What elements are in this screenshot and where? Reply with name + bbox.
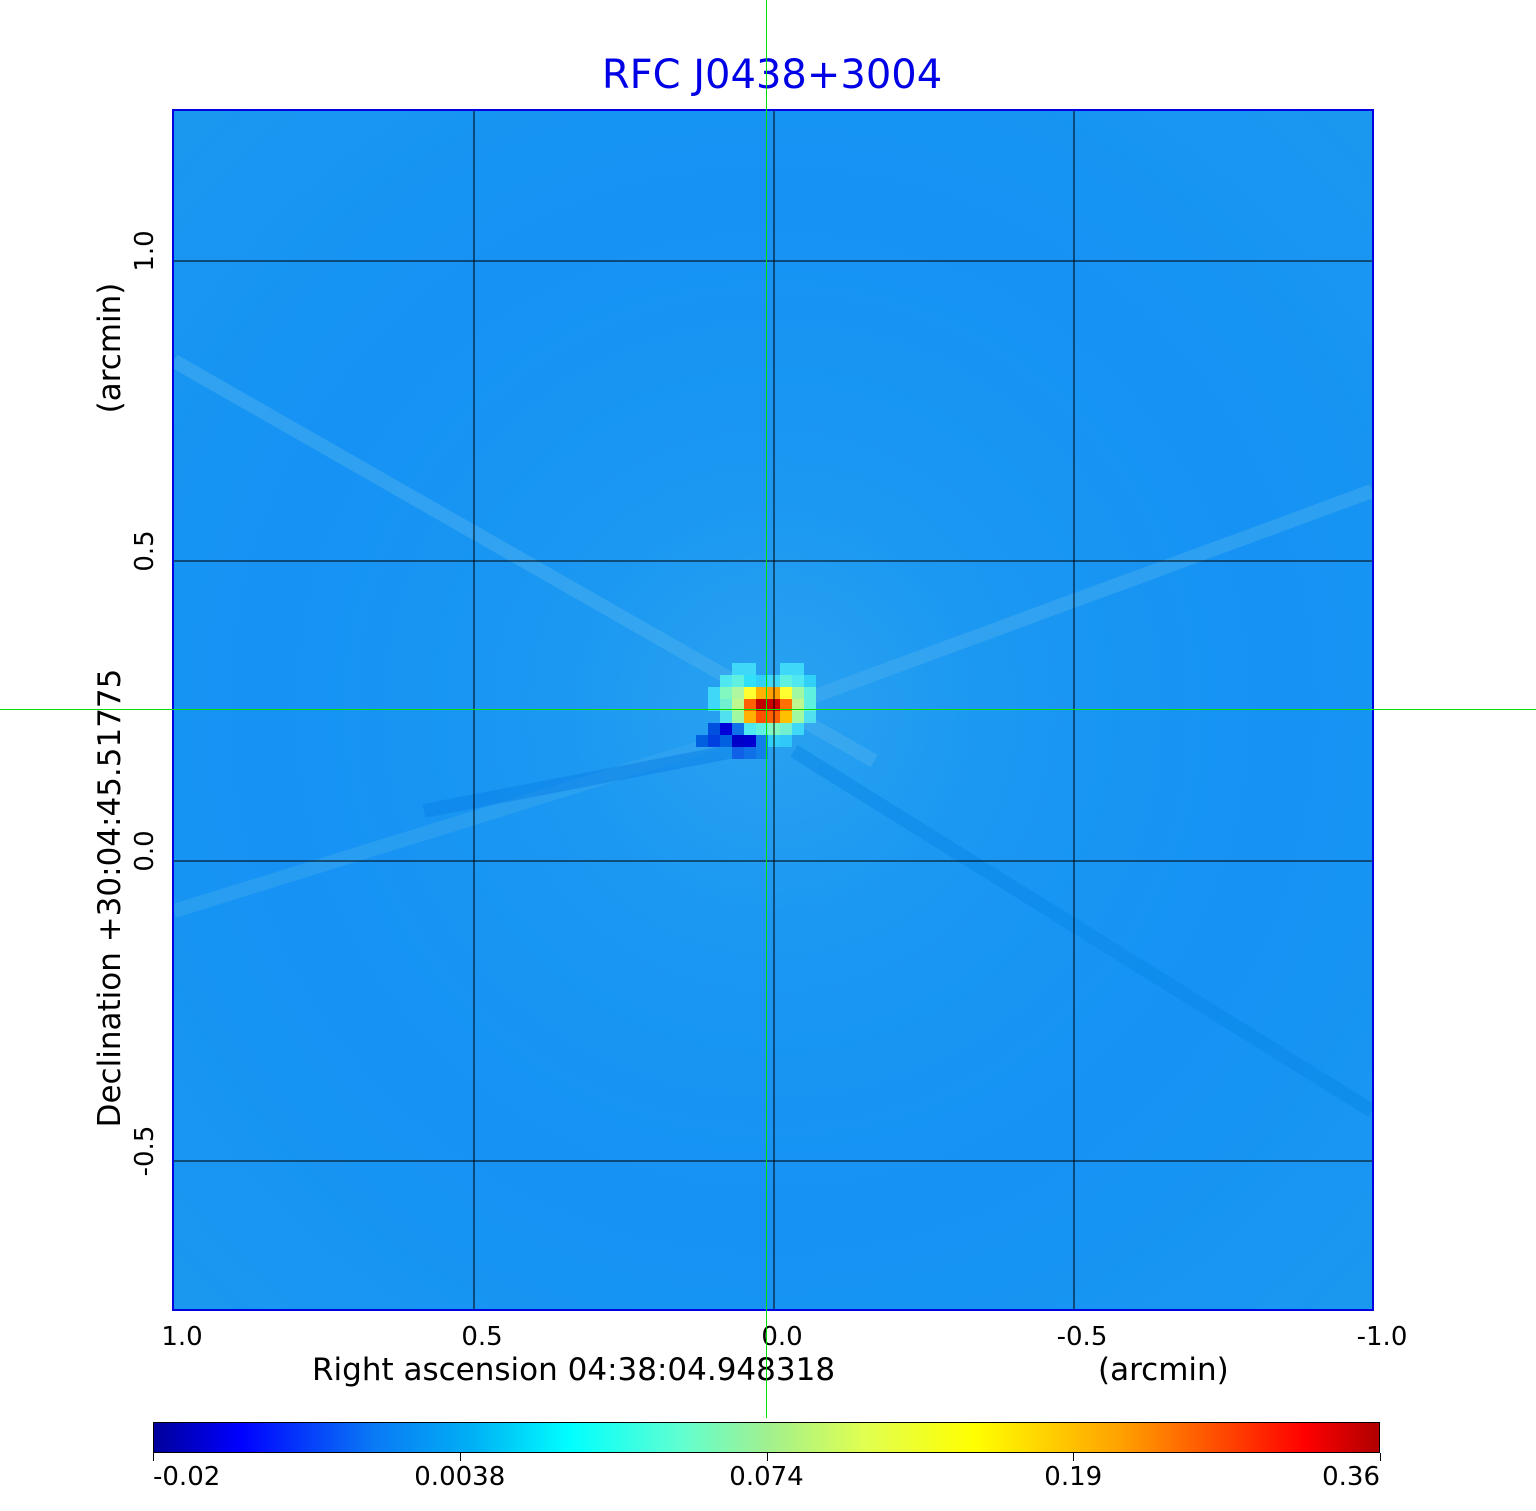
colorbar-tick xyxy=(459,1453,461,1461)
colorbar-tick-label: 0.36 xyxy=(1322,1462,1380,1492)
source-pixel xyxy=(792,699,804,711)
source-pixel xyxy=(792,675,804,687)
colorbar-tick xyxy=(1073,1453,1075,1461)
image-canvas xyxy=(174,111,1372,1309)
colorbar xyxy=(153,1422,1380,1453)
source-pixel xyxy=(720,687,732,699)
source-pixel xyxy=(696,735,708,747)
source-pixel xyxy=(756,675,768,687)
source-pixel xyxy=(780,735,792,747)
source-pixel xyxy=(780,699,792,711)
source-pixel xyxy=(780,687,792,699)
x-tick-label: 0.5 xyxy=(461,1322,503,1352)
x-axis-label: Right ascension 04:38:04.948318 xyxy=(312,1352,836,1388)
source-pixel xyxy=(720,723,732,735)
source-pixel xyxy=(804,675,816,687)
x-tick-label: 0.0 xyxy=(761,1322,803,1352)
source-pixel xyxy=(792,711,804,723)
source-pixel xyxy=(732,675,744,687)
colorbar-tick-label: -0.02 xyxy=(153,1462,221,1492)
streak xyxy=(771,484,1372,718)
source-pixel xyxy=(732,747,744,759)
source-pixel xyxy=(732,711,744,723)
y-tick-label: 1.0 xyxy=(130,230,160,272)
source-pixel xyxy=(756,747,768,759)
crosshair-horizontal xyxy=(0,709,1536,710)
source-pixel xyxy=(756,687,768,699)
source-pixel xyxy=(756,735,768,747)
source-pixel xyxy=(744,687,756,699)
colorbar-tick-label: 0.19 xyxy=(1044,1462,1103,1492)
x-tick-label: 1.0 xyxy=(161,1322,203,1352)
source-pixel xyxy=(744,723,756,735)
source-pixel xyxy=(780,723,792,735)
y-tick-label: 0.5 xyxy=(130,530,160,572)
x-tick-label: -0.5 xyxy=(1056,1322,1108,1352)
source-pixel xyxy=(744,711,756,723)
source-pixel xyxy=(744,663,756,675)
source-pixel xyxy=(744,735,756,747)
source-pixel xyxy=(804,711,816,723)
source-pixel xyxy=(708,723,720,735)
colorbar-tick-label: 0.074 xyxy=(729,1462,804,1492)
source-pixel xyxy=(732,735,744,747)
source-pixel xyxy=(780,663,792,675)
colorbar-tick xyxy=(766,1453,768,1461)
source-pixel xyxy=(708,687,720,699)
source-pixel xyxy=(720,711,732,723)
colorbar-tick xyxy=(153,1453,154,1461)
source-pixel xyxy=(756,723,768,735)
source-pixel xyxy=(792,687,804,699)
y-tick-label: -0.5 xyxy=(130,1125,160,1177)
source-pixel xyxy=(708,699,720,711)
source-pixel xyxy=(744,675,756,687)
source-pixel xyxy=(780,711,792,723)
source-pixel xyxy=(780,675,792,687)
colorbar-tick xyxy=(1380,1453,1381,1461)
source-pixel xyxy=(720,735,732,747)
source-pixel xyxy=(756,711,768,723)
x-tick-label: -1.0 xyxy=(1356,1322,1408,1352)
source-pixel xyxy=(792,663,804,675)
x-axis-unit: (arcmin) xyxy=(1098,1352,1229,1388)
chart-title: RFC J0438+3004 xyxy=(601,52,943,98)
image-plot-area[interactable] xyxy=(172,109,1374,1311)
source-pixel xyxy=(708,735,720,747)
source-pixel xyxy=(720,699,732,711)
source-pixel xyxy=(792,723,804,735)
source-pixel xyxy=(756,699,768,711)
source-pixel xyxy=(732,663,744,675)
source-pixel xyxy=(804,687,816,699)
streak xyxy=(422,744,736,818)
y-tick-label: 0.0 xyxy=(130,830,160,872)
source-pixel xyxy=(804,699,816,711)
colorbar-tick-label: 0.0038 xyxy=(414,1462,506,1492)
source-pixel xyxy=(720,675,732,687)
source-pixel xyxy=(744,699,756,711)
source-pixel xyxy=(732,723,744,735)
source-pixel xyxy=(732,687,744,699)
streak xyxy=(790,745,1372,1117)
source-pixel xyxy=(732,699,744,711)
y-axis-unit: (arcmin) xyxy=(92,282,128,414)
y-axis-label: Declination +30:04:45.51775 xyxy=(92,668,128,1128)
source-pixel xyxy=(744,747,756,759)
